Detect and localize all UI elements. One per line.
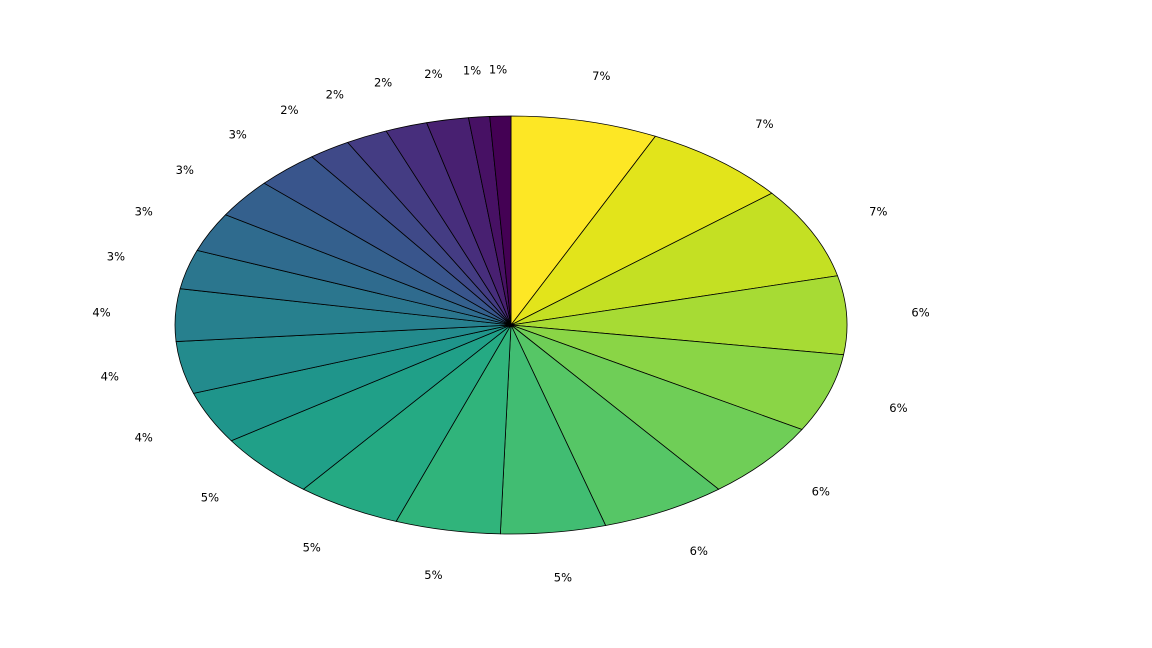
pie-slice-label-16: 3% [176,163,194,177]
pie-slice-label-10: 5% [201,491,219,505]
pie-slice-label-5: 6% [812,485,830,499]
pie-slice-0 [510,115,656,326]
pie-slice-5 [510,324,803,490]
pie-slice-label-2: 7% [869,204,887,218]
pie-slice-label-7: 5% [554,570,572,584]
pie-slice-label-14: 3% [107,250,125,264]
pie-slice-label-8: 5% [424,568,442,582]
pie-slice-label-17: 3% [229,128,247,142]
pie-slice-4 [510,324,844,430]
pie-slice-label-19: 2% [326,87,344,101]
pie-slice-label-6: 6% [690,544,708,558]
pie-slice-1 [510,135,773,326]
pie-slice-label-18: 2% [280,103,298,117]
pie-slice-label-22: 1% [463,64,481,78]
pie-slice-label-15: 3% [135,204,153,218]
pie-slice-label-1: 7% [755,117,773,131]
pie-slice-label-0: 7% [592,69,610,83]
pie-slice-6 [510,324,720,526]
pie-slice-label-3: 6% [911,305,929,319]
pie-slice-label-20: 2% [374,75,392,89]
pie-slice-23 [489,115,512,326]
pie-slice-label-9: 5% [303,540,321,554]
pie-slice-label-21: 2% [424,67,442,81]
pie-slice-3 [510,275,848,356]
pie-labels-group: 7% 7% 7% 6% 6% 6% 6% 5% 5% 5% 5% 4% 4% 4% 3% 3% 3% 3% 2% 2%… [92,63,929,585]
pie-slice-label-13: 4% [92,305,110,319]
pie-slice-label-23: 1% [489,63,507,77]
pie-slice-label-4: 6% [889,401,907,415]
pie-slice-label-11: 4% [135,431,153,445]
pie-slice-label-12: 4% [101,370,119,384]
pie-slice-2 [510,192,838,326]
pie-slices-group [174,115,848,535]
